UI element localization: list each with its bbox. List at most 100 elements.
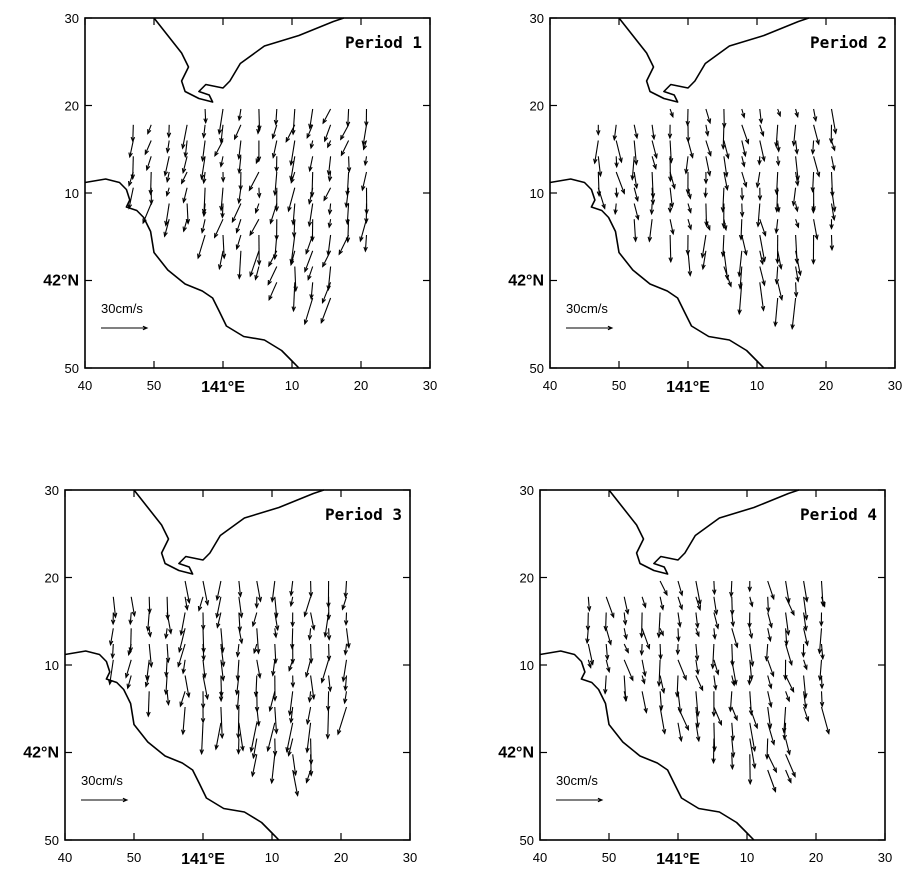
current-vector-arrow — [183, 219, 188, 232]
arrow-head-icon — [200, 718, 206, 724]
current-vector-arrow — [216, 596, 222, 618]
arrow-head-icon — [326, 285, 331, 292]
arrow-head-icon — [221, 253, 227, 260]
current-vector-arrow — [203, 203, 206, 216]
current-vector-arrow — [184, 675, 190, 697]
arrow-head-icon — [687, 224, 692, 231]
arrow-head-icon — [271, 133, 277, 140]
arrow-head-icon — [303, 611, 308, 618]
arrow-head-icon — [307, 634, 313, 641]
current-vector-arrow — [290, 140, 296, 165]
y-tick-label: 30 — [520, 483, 534, 498]
arrow-head-icon — [220, 212, 225, 219]
arrow-head-icon — [804, 640, 809, 647]
current-vector-arrow — [687, 203, 692, 213]
current-vector-arrow — [712, 643, 715, 669]
current-vector-arrow — [777, 140, 780, 152]
arrow-head-icon — [812, 116, 818, 123]
y-tick-label: 20 — [65, 99, 79, 114]
arrow-head-icon — [682, 675, 687, 681]
arrow-head-icon — [254, 274, 259, 281]
current-vector-arrow — [819, 659, 823, 680]
arrow-head-icon — [703, 192, 708, 199]
arrow-head-icon — [669, 202, 675, 209]
arrow-head-icon — [274, 166, 279, 173]
arrow-head-icon — [257, 673, 262, 680]
current-vector-arrow — [249, 218, 260, 236]
current-vector-arrow — [322, 108, 332, 124]
arrow-head-icon — [268, 706, 274, 713]
arrow-head-icon — [186, 598, 191, 605]
current-vector-arrow — [308, 203, 314, 226]
arrow-head-icon — [819, 701, 825, 708]
current-vector-arrow — [731, 722, 734, 740]
arrow-head-icon — [249, 271, 254, 278]
current-vector-arrow — [676, 675, 679, 697]
x-tick-label: 10 — [265, 850, 279, 865]
arrow-head-icon — [273, 632, 278, 639]
arrow-head-icon — [164, 633, 169, 640]
arrow-head-icon — [749, 661, 755, 668]
current-vector-arrow — [731, 706, 738, 721]
current-vector-arrow — [659, 691, 663, 710]
y-tick-label: 50 — [530, 361, 544, 376]
arrow-head-icon — [772, 767, 778, 774]
current-vector-arrow — [321, 659, 330, 683]
arrow-head-icon — [181, 168, 187, 174]
y-tick-label: 10 — [45, 658, 59, 673]
arrow-head-icon — [663, 590, 668, 597]
arrow-head-icon — [612, 135, 617, 142]
arrow-head-icon — [770, 594, 775, 601]
arrow-head-icon — [761, 156, 766, 163]
current-vector-arrow — [252, 612, 258, 627]
arrow-head-icon — [713, 684, 718, 691]
arrow-head-icon — [287, 751, 292, 757]
arrow-head-icon — [292, 770, 298, 777]
current-vector-arrow — [145, 675, 150, 687]
current-vector-arrow — [631, 156, 635, 180]
arrow-head-icon — [742, 182, 748, 188]
current-vector-arrow — [237, 706, 240, 738]
current-vector-arrow — [148, 643, 152, 667]
arrow-head-icon — [148, 662, 154, 669]
arrow-head-icon — [803, 664, 808, 671]
arrow-head-icon — [593, 158, 598, 165]
current-vector-arrow — [288, 738, 294, 756]
current-vector-arrow — [166, 171, 170, 182]
arrow-head-icon — [645, 643, 651, 650]
arrow-head-icon — [289, 590, 294, 597]
current-vector-arrow — [323, 187, 332, 201]
arrow-head-icon — [695, 631, 700, 638]
arrow-head-icon — [771, 786, 777, 793]
current-vector-arrow — [669, 219, 674, 235]
arrow-head-icon — [706, 225, 711, 232]
current-vector-arrow — [198, 596, 204, 611]
current-vector-arrow — [795, 140, 798, 154]
current-vector-arrow — [361, 171, 368, 191]
arrow-head-icon — [268, 295, 273, 301]
coastline-south — [64, 650, 280, 841]
current-vector-arrow — [179, 691, 186, 707]
scale-label: 30cm/s — [566, 301, 608, 316]
arrow-head-icon — [774, 279, 780, 285]
arrow-head-icon — [733, 715, 738, 722]
arrow-head-icon — [707, 151, 712, 157]
current-vector-arrow — [623, 612, 627, 625]
current-vector-arrow — [813, 219, 818, 240]
arrow-head-icon — [184, 604, 189, 611]
current-vector-arrow — [146, 659, 150, 680]
current-vector-arrow — [268, 250, 278, 267]
arrow-head-icon — [642, 602, 647, 609]
current-vector-arrow — [785, 580, 790, 603]
arrow-head-icon — [142, 218, 147, 225]
arrow-head-icon — [269, 218, 274, 225]
current-vector-arrow — [216, 612, 222, 628]
x-tick-label: 40 — [78, 378, 92, 393]
current-vector-arrow — [813, 156, 820, 177]
current-vector-arrow — [320, 297, 332, 323]
current-vector-arrow — [723, 171, 728, 190]
current-vector-arrow — [327, 234, 332, 255]
arrow-head-icon — [740, 112, 746, 119]
arrow-head-icon — [656, 632, 662, 639]
current-vector-arrow — [109, 628, 114, 645]
